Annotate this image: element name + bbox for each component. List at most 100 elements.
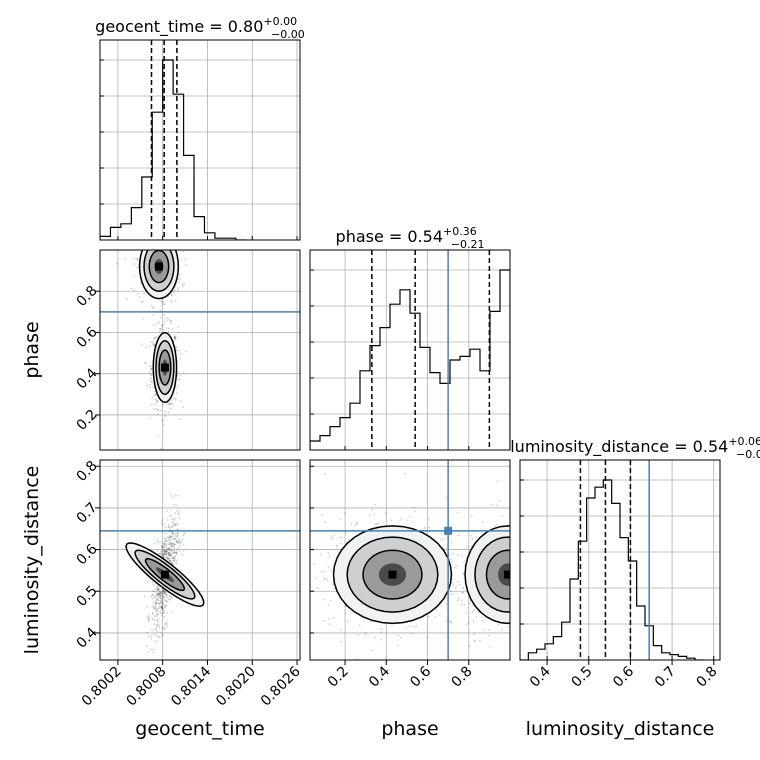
x-tick-label: 0.8026 [258,663,304,709]
truth-marker [444,526,453,535]
hist-bin [595,487,603,660]
hist-bin [450,360,460,450]
hist-frame [519,459,721,661]
contour-line [485,549,510,600]
y-tick-label: 0.6 [74,324,101,351]
hist-bin [528,653,536,660]
x-axis-label-geocent_time: geocent_time [135,718,264,740]
contour-line [143,250,175,292]
hist-bin [637,606,645,660]
hist-bin [653,646,661,660]
hist-bin [131,208,141,240]
title-upper-error: +0.00 [263,15,297,28]
hist-bin [121,224,131,240]
contour-line [125,542,205,607]
mode-marker [160,363,169,372]
hist-bin [110,227,120,240]
hist-bin [184,155,194,240]
y-axis-label-luminosity_distance: luminosity_distance [21,466,43,655]
y-tick-label: 0.4 [74,624,101,651]
hist-bin [620,538,628,660]
x-tick-label: 0.7 [652,664,679,691]
x-tick-label: 0.8 [694,664,721,691]
x-tick-label: 0.6 [407,663,434,690]
y-tick-label: 0.8 [74,283,101,310]
x-tick-label: 0.8002 [79,664,125,710]
x-tick-label: 0.8008 [124,664,170,710]
hist-bin [360,371,370,450]
hist-bin [470,349,480,450]
hist-bin [678,656,686,660]
hist-bin [553,637,561,660]
hist-bin [430,373,440,450]
x-tick-label: 0.8014 [168,663,214,709]
mode-marker [154,262,163,271]
hist-bin [670,655,678,660]
hist-bin [310,441,320,450]
contour-line [474,536,510,613]
joint-frame [309,459,511,661]
hist-bin [400,290,410,450]
x-axis-label-phase: phase [381,718,438,740]
mode-marker [503,570,510,579]
joint-panel-geocent_time-phase [100,250,300,450]
contour-line [138,250,180,300]
hist-title: luminosity_distance = 0.54+0.06−0.06 [510,435,760,461]
hist-title: geocent_time = 0.80+0.00 −0.00 [95,15,305,41]
title-lower-error: −0.21 [451,238,485,251]
y-tick-label: 0.8 [74,458,101,485]
y-tick-label: 0.4 [74,365,101,392]
contour-line [134,549,196,600]
title-upper-error: +0.06 [728,435,760,448]
x-axis-label-luminosity_distance: luminosity_distance [526,718,715,740]
hist-bin [662,653,670,660]
hist-bin [562,622,570,660]
hist-bin [578,541,586,660]
hist-bin [420,347,430,450]
hist-bin [587,498,595,660]
hist-bin [152,112,162,240]
hist-bin [350,403,360,450]
hist-bin [603,480,611,660]
hist-bin [142,177,152,240]
hist-step-luminosity_distance [520,479,704,660]
hist-bin [390,304,400,450]
joint-inner [100,493,300,654]
hist-bin [480,371,490,450]
title-lower-error: −0.00 [271,28,305,41]
contour-line [144,558,186,592]
hist-bin [570,579,578,660]
contour-line [152,331,178,404]
hist-frame [99,39,301,241]
hist-step-geocent_time [100,59,247,240]
title-upper-error: +0.36 [443,225,477,238]
hist-bin [204,233,214,240]
hist-bin [100,236,110,240]
x-tick-label: 0.4 [366,663,393,690]
hist-bin [545,644,553,660]
hist-bin [330,427,340,450]
hist-bin [320,436,330,450]
contour-line [464,525,510,625]
joint-frame [99,249,301,451]
x-tick-label: 0.2 [325,664,352,691]
joint-inner [100,250,300,450]
hist-bin [500,270,510,450]
hist-step-phase [310,269,510,450]
x-tick-label: 0.6 [610,663,637,690]
hist-panel-phase: phase = 0.54+0.36 −0.21 [310,225,510,450]
title-lower-error: −0.06 [736,448,760,461]
hist-bin [340,418,350,450]
joint-panel-geocent_time-luminosity_distance [100,460,300,660]
y-tick-label: 0.7 [74,500,101,527]
hist-panel-luminosity_distance: luminosity_distance = 0.54+0.06−0.06 [510,435,760,660]
contour-line [148,250,170,284]
x-tick-label: 0.8 [449,664,476,691]
y-axis-label-phase: phase [21,321,43,378]
y-tick-label: 0.2 [74,407,101,434]
x-tick-label: 0.5 [569,664,596,691]
contour-line [332,525,453,625]
hist-bin [194,217,204,240]
x-tick-label: 0.8020 [213,664,259,710]
joint-frame [99,459,301,661]
